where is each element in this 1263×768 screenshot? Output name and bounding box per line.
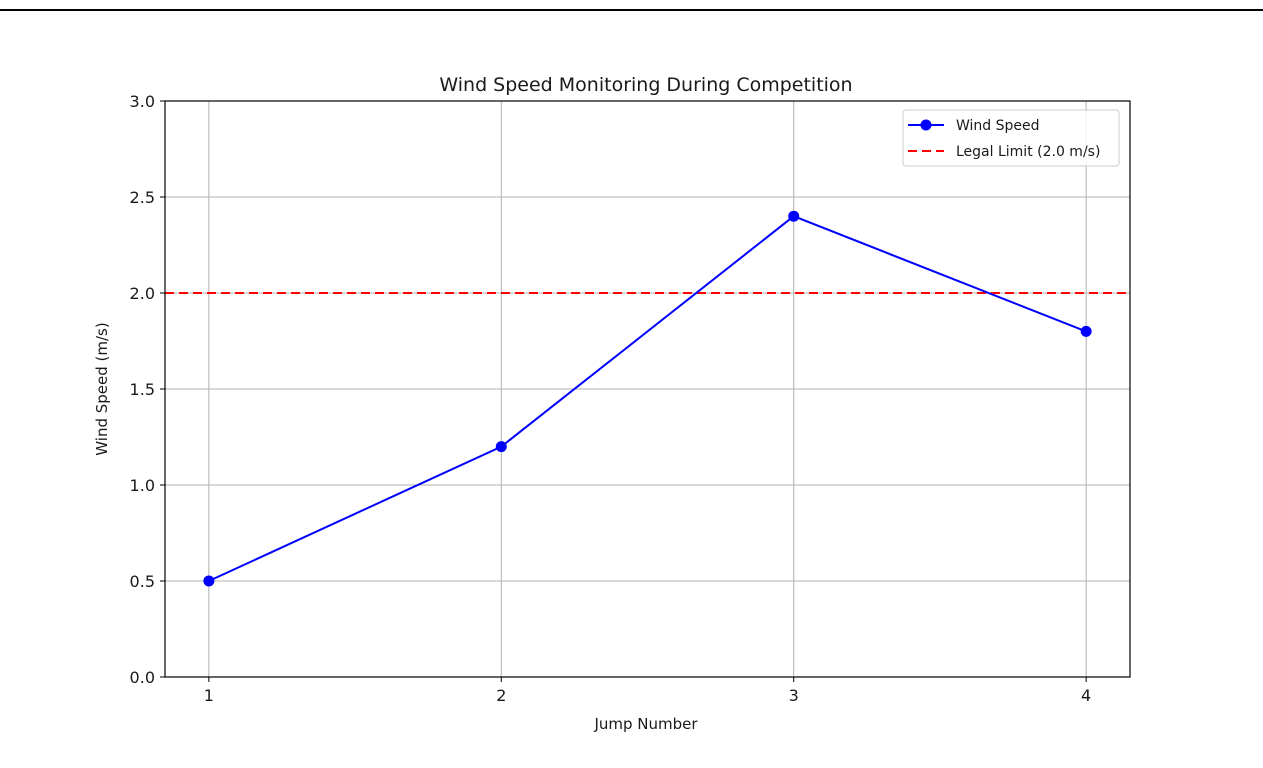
legend-swatch-marker <box>920 119 932 131</box>
x-tick-label: 3 <box>789 686 799 705</box>
y-tick-label: 3.0 <box>130 92 155 111</box>
wind-speed-point <box>788 210 800 222</box>
y-axis-label: Wind Speed (m/s) <box>93 322 111 455</box>
wind-speed-line <box>208 215 1087 582</box>
y-tick-label: 2.5 <box>130 188 155 207</box>
series-layer <box>203 210 1092 587</box>
x-axis-label: Jump Number <box>593 715 698 733</box>
wind-speed-point <box>1080 325 1092 337</box>
chart-title: Wind Speed Monitoring During Competition <box>439 74 852 96</box>
x-tick-label: 2 <box>496 686 506 705</box>
y-tick-label: 1.0 <box>130 476 155 495</box>
y-tick-label: 1.5 <box>130 380 155 399</box>
y-tick-label: 2.0 <box>130 284 155 303</box>
legend-label: Wind Speed <box>956 118 1040 134</box>
wind-speed-point <box>203 575 215 587</box>
y-tick-label: 0.0 <box>130 668 155 687</box>
x-tick-label: 4 <box>1081 686 1091 705</box>
y-tick-label: 0.5 <box>130 572 155 591</box>
wind-speed-point <box>495 441 507 453</box>
grid <box>165 100 1130 678</box>
x-axis-ticks: 1 2 3 4 <box>204 677 1091 705</box>
legend-box <box>902 109 1120 167</box>
legend-label: Legal Limit (2.0 m/s) <box>956 144 1100 160</box>
y-axis-ticks: 0.0 0.5 1.0 1.5 2.0 2.5 3.0 <box>130 92 165 687</box>
top-divider <box>0 9 1263 11</box>
legend: Wind Speed Legal Limit (2.0 m/s) <box>902 109 1120 167</box>
x-tick-label: 1 <box>204 686 214 705</box>
